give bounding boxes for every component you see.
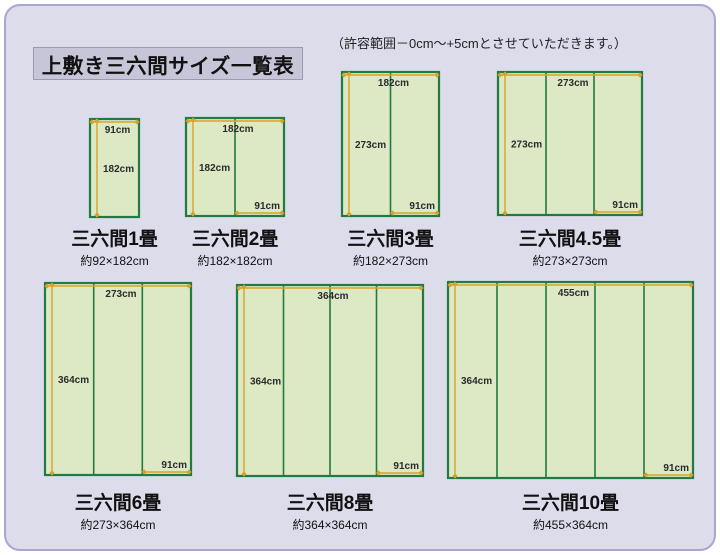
svg-text:364cm: 364cm <box>58 375 89 386</box>
svg-text:455cm: 455cm <box>558 288 589 299</box>
svg-text:182cm: 182cm <box>199 163 230 174</box>
svg-text:91cm: 91cm <box>105 125 131 136</box>
svg-text:91cm: 91cm <box>409 201 435 212</box>
svg-text:182cm: 182cm <box>103 164 134 175</box>
svg-text:364cm: 364cm <box>250 377 281 388</box>
svg-text:273cm: 273cm <box>557 78 588 89</box>
svg-text:364cm: 364cm <box>461 376 492 387</box>
svg-text:182cm: 182cm <box>378 78 409 89</box>
svg-text:91cm: 91cm <box>663 463 689 474</box>
svg-text:273cm: 273cm <box>105 289 136 300</box>
svg-text:91cm: 91cm <box>161 460 187 471</box>
svg-text:182cm: 182cm <box>222 124 253 135</box>
svg-text:273cm: 273cm <box>511 140 542 151</box>
svg-text:91cm: 91cm <box>393 461 419 472</box>
svg-text:91cm: 91cm <box>612 200 638 211</box>
svg-text:273cm: 273cm <box>355 140 386 151</box>
svg-text:91cm: 91cm <box>254 201 280 212</box>
svg-text:364cm: 364cm <box>317 291 348 302</box>
